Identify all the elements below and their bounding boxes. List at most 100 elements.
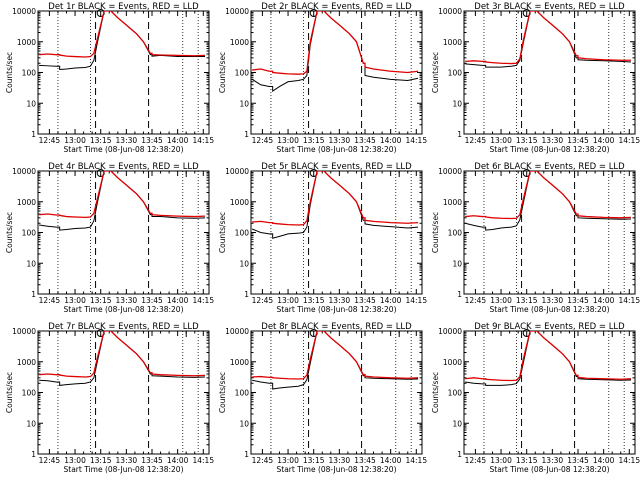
y-tick-label: 10000	[12, 327, 36, 336]
x-tick-label: 13:00	[64, 136, 86, 145]
x-tick-label: 12:45	[39, 296, 61, 305]
y-tick-label: 10	[26, 99, 36, 108]
detector-panel: 1 10 100 1000 10000 12:45 13:00 13:15 13:30 13:45…	[218, 162, 427, 314]
x-axis-label: Start Time (08-Jun-08 12:38:20)	[64, 465, 184, 474]
marker-bracket	[398, 330, 407, 337]
y-tick-label: 1	[244, 130, 249, 139]
y-tick-label: 100	[235, 389, 250, 398]
y-tick-label: 1000	[230, 38, 249, 47]
x-tick-label: 12:45	[465, 456, 487, 465]
y-tick-label: 10000	[438, 327, 462, 336]
x-tick-label: 14:00	[593, 136, 615, 145]
marker-bracket	[185, 170, 194, 177]
x-tick-label: 13:30	[542, 136, 564, 145]
marker-bracket	[611, 10, 620, 17]
y-tick-label: 1	[457, 290, 462, 299]
y-axis-label: Counts/sec	[5, 212, 14, 253]
x-tick-label: 14:00	[167, 456, 189, 465]
x-tick-label: 13:45	[567, 456, 589, 465]
x-axis-label: Start Time (08-Jun-08 12:38:20)	[64, 145, 184, 154]
y-axis-label: Counts/sec	[218, 52, 227, 93]
series-line-lld	[465, 171, 632, 220]
x-tick-label: 14:15	[618, 456, 640, 465]
x-tick-label: 14:15	[405, 456, 427, 465]
series-line-lld	[39, 11, 206, 58]
y-tick-label: 1	[31, 290, 36, 299]
x-tick-label: 13:00	[277, 456, 299, 465]
y-axis-label: Counts/sec	[218, 212, 227, 253]
y-tick-label: 1	[244, 290, 249, 299]
x-tick-label: 14:15	[618, 296, 640, 305]
y-tick-label: 10	[26, 419, 36, 428]
panel-title: Det 4r BLACK = Events, RED = LLD	[48, 162, 199, 172]
x-tick-label: 14:00	[380, 136, 402, 145]
x-tick-label: 13:30	[116, 296, 138, 305]
marker-bracket	[611, 170, 620, 177]
panel-title: Det 3r BLACK = Events, RED = LLD	[474, 2, 625, 12]
x-tick-label: 13:00	[277, 136, 299, 145]
plot-frame	[250, 170, 423, 295]
y-tick-label: 1	[457, 450, 462, 459]
x-tick-label: 13:15	[90, 136, 112, 145]
y-tick-label: 10000	[12, 167, 36, 176]
panel-title: Det 7r BLACK = Events, RED = LLD	[48, 322, 199, 332]
series-line-events	[251, 11, 419, 92]
series-line-events	[251, 171, 419, 239]
x-tick-label: 13:00	[490, 136, 512, 145]
y-tick-label: 1000	[17, 198, 36, 207]
y-tick-label: 10000	[225, 7, 249, 16]
x-tick-label: 13:30	[329, 456, 351, 465]
marker-bracket	[398, 10, 407, 17]
x-tick-label: 13:15	[303, 136, 325, 145]
x-axis-label: Start Time (08-Jun-08 12:38:20)	[277, 145, 397, 154]
y-tick-label: 100	[22, 229, 37, 238]
x-tick-label: 13:15	[516, 296, 538, 305]
x-tick-label: 13:15	[90, 296, 112, 305]
y-tick-label: 1000	[230, 198, 249, 207]
panel-title: Det 2r BLACK = Events, RED = LLD	[261, 2, 412, 12]
x-axis-label: Start Time (08-Jun-08 12:38:20)	[277, 465, 397, 474]
x-tick-label: 14:15	[192, 136, 214, 145]
plot-frame	[250, 330, 423, 455]
panel-title: Det 9r BLACK = Events, RED = LLD	[474, 322, 625, 332]
x-tick-label: 13:15	[516, 456, 538, 465]
y-axis-label: Counts/sec	[5, 52, 14, 93]
x-tick-label: 13:30	[542, 456, 564, 465]
x-axis-label: Start Time (08-Jun-08 12:38:20)	[277, 305, 397, 314]
x-axis-label: Start Time (08-Jun-08 12:38:20)	[490, 305, 610, 314]
y-tick-label: 10000	[225, 167, 249, 176]
x-tick-label: 13:45	[354, 136, 376, 145]
x-tick-label: 13:00	[64, 296, 86, 305]
x-tick-label: 13:15	[516, 136, 538, 145]
x-tick-label: 13:45	[141, 296, 163, 305]
y-axis-label: Counts/sec	[431, 52, 440, 93]
x-tick-label: 14:15	[192, 296, 214, 305]
y-tick-label: 1000	[230, 358, 249, 367]
series-line-lld	[39, 331, 206, 378]
x-tick-label: 12:45	[465, 296, 487, 305]
y-tick-label: 100	[448, 389, 463, 398]
y-tick-label: 100	[235, 229, 250, 238]
marker-bracket	[185, 10, 194, 17]
series-line-lld	[252, 11, 419, 75]
y-tick-label: 10000	[438, 167, 462, 176]
y-tick-label: 100	[448, 69, 463, 78]
x-tick-label: 13:30	[329, 296, 351, 305]
series-line-events	[39, 171, 206, 231]
x-tick-label: 13:45	[354, 296, 376, 305]
x-tick-label: 14:00	[167, 136, 189, 145]
y-tick-label: 10000	[225, 327, 249, 336]
x-tick-label: 13:30	[116, 456, 138, 465]
x-tick-label: 13:00	[277, 296, 299, 305]
series-line-events	[252, 331, 419, 390]
detector-panel: 1 10 100 1000 10000 12:45 13:00 13:15 13:30 13:45…	[218, 322, 427, 474]
x-tick-label: 13:30	[542, 296, 564, 305]
x-axis-label: Start Time (08-Jun-08 12:38:20)	[490, 145, 610, 154]
series-line-lld	[465, 331, 632, 382]
x-tick-label: 12:45	[252, 296, 274, 305]
series-line-lld	[252, 171, 419, 226]
plot-frame	[463, 330, 636, 455]
y-tick-label: 100	[235, 69, 250, 78]
y-tick-label: 10000	[12, 7, 36, 16]
y-tick-label: 10	[452, 259, 462, 268]
